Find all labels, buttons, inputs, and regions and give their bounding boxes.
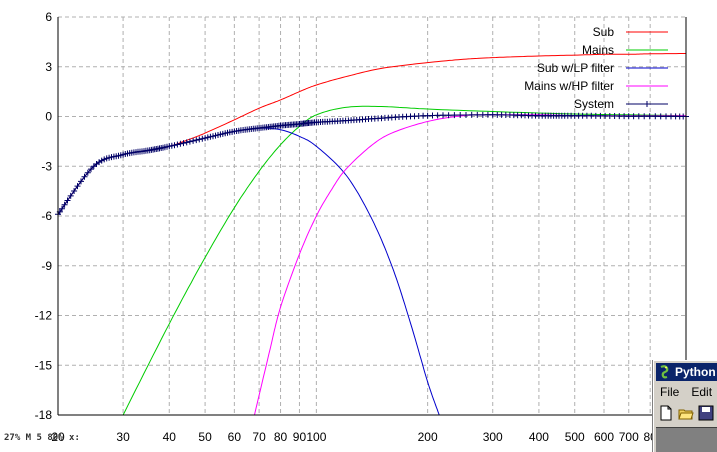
system-marker (183, 139, 190, 146)
system-marker (468, 111, 475, 118)
x-tick-label: 30 (116, 430, 130, 444)
x-tick-label: 400 (529, 430, 549, 444)
system-marker (71, 188, 78, 194)
system-marker (440, 112, 446, 119)
series-layer (55, 53, 689, 415)
system-marker (207, 133, 214, 140)
system-marker (78, 178, 84, 185)
system-marker (84, 169, 91, 176)
x-tick-label: 80 (274, 430, 288, 444)
x-tick-label: 90 (293, 430, 307, 444)
x-tick-label: 50 (198, 430, 212, 444)
system-marker (429, 112, 436, 119)
system-marker (168, 142, 175, 149)
system-marker (646, 113, 653, 120)
system-marker (186, 138, 193, 145)
y-tick-label: -6 (41, 209, 52, 223)
python-menubar: File Edit (656, 383, 717, 401)
x-tick-label: 500 (565, 430, 585, 444)
x-tick-label: 200 (418, 430, 438, 444)
y-tick-label: -12 (35, 309, 53, 323)
y-tick-label: 6 (45, 10, 52, 24)
y-tick-label: 3 (45, 60, 52, 74)
status-text: 27% M 5 80% x: (4, 433, 80, 443)
system-marker (202, 135, 209, 142)
x-tick-label: 300 (483, 430, 503, 444)
python-snake-icon (660, 365, 669, 379)
y-tick-label: -3 (41, 159, 52, 173)
y-tick-label: -15 (35, 358, 53, 372)
x-tick-label: 60 (228, 430, 242, 444)
system-marker (451, 112, 458, 119)
x-tick-label: 40 (163, 430, 177, 444)
system-marker (174, 141, 181, 148)
system-marker (61, 201, 68, 208)
series-sub-w-lp-filter-line (58, 127, 440, 415)
legend-label: Mains (582, 43, 614, 57)
x-tick-label: 20 (51, 430, 65, 444)
system-marker (652, 113, 659, 120)
python-window-content (656, 427, 717, 452)
system-marker (81, 173, 88, 180)
legend: Sub Mains Sub w/LP filter Mains w/HP filter… (524, 25, 668, 111)
system-marker (641, 113, 648, 120)
x-tick-label: 600 (594, 430, 614, 444)
legend-label: Sub (593, 25, 615, 39)
system-marker (74, 183, 81, 190)
y-tick-label: -9 (41, 259, 52, 273)
series-sub-line (58, 53, 686, 215)
open-folder-icon[interactable] (678, 405, 694, 421)
y-tick-label: 0 (45, 110, 52, 124)
series-mains-line (122, 105, 686, 415)
system-marker (434, 112, 441, 119)
system-marker (630, 113, 637, 120)
legend-label: System (574, 97, 614, 111)
legend-label: Mains w/HP filter (524, 79, 614, 93)
series-mains-w-hp-filter-line (254, 114, 686, 415)
system-marker (64, 197, 71, 204)
y-tick-label: -18 (35, 408, 53, 422)
system-marker (463, 112, 469, 118)
menu-edit[interactable]: Edit (691, 385, 713, 399)
system-marker (88, 166, 94, 173)
system-marker (177, 140, 184, 147)
system-marker (171, 142, 178, 149)
python-window[interactable]: Python File Edit (653, 360, 717, 452)
system-marker (67, 192, 74, 199)
system-marker (635, 113, 642, 120)
grid (57, 16, 686, 416)
x-tick-label: 70 (252, 430, 266, 444)
menu-file[interactable]: File (660, 385, 680, 399)
system-marker (190, 137, 197, 144)
system-marker (457, 112, 464, 118)
system-marker (204, 134, 211, 141)
system-marker (657, 113, 664, 120)
save-icon[interactable] (698, 405, 714, 421)
system-marker (479, 111, 486, 118)
system-marker (180, 140, 187, 147)
x-tick-label: 100 (306, 430, 326, 444)
series-system-line (58, 114, 686, 215)
new-file-icon[interactable] (658, 405, 674, 421)
legend-label: Sub w/LP filter (537, 61, 614, 75)
legend-marker (644, 101, 650, 107)
python-window-titlebar[interactable]: Python (656, 363, 717, 381)
system-marker (196, 136, 203, 143)
system-marker (445, 112, 452, 119)
system-marker (59, 205, 65, 212)
system-marker (199, 135, 206, 142)
system-marker (193, 137, 200, 144)
python-window-title: Python (675, 365, 716, 379)
x-tick-label: 700 (619, 430, 639, 444)
python-toolbar (658, 405, 717, 425)
system-marker (474, 111, 481, 118)
